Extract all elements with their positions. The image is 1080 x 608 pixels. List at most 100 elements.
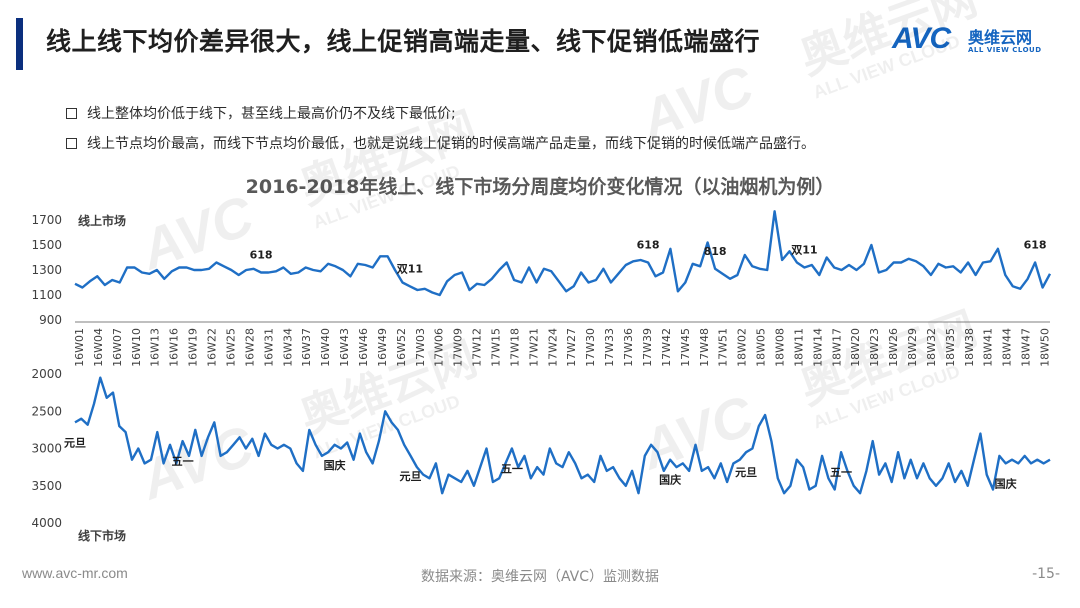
chart-title: 2016-2018年线上、线下市场分周度均价变化情况（以油烟机为例）: [245, 176, 835, 198]
x-tick-label: 17W30: [584, 328, 597, 367]
x-tick-label: 17W39: [641, 328, 654, 367]
x-tick-label: 18W08: [773, 328, 786, 367]
x-tick-label: 18W11: [792, 328, 805, 367]
x-tick-label: 17W51: [717, 328, 730, 367]
x-tick-label: 16W37: [300, 328, 313, 367]
avc-logo: AVC 奥维云网 ALL VIEW CLOUD: [892, 18, 1062, 64]
annotation-label: 618: [1024, 239, 1047, 252]
y-tick-label: 900: [39, 313, 62, 327]
x-tick-label: 17W42: [660, 328, 673, 367]
title-accent-bar: [16, 18, 23, 70]
annotation-label: 818: [704, 245, 727, 258]
x-tick-label: 17W21: [527, 328, 540, 367]
logo-cn-text: 奥维云网: [968, 28, 1033, 47]
annotation-label: 元旦: [64, 436, 86, 449]
y-tick-label: 3000: [31, 442, 62, 456]
annotation-label: 国庆: [659, 473, 681, 487]
x-tick-label: 16W07: [111, 328, 124, 367]
bullet-text: 线上节点均价最高，而线下节点均价最低，也就是说线上促销的时候高端产品走量，而线下…: [87, 136, 815, 152]
x-tick-label: 16W01: [73, 328, 86, 367]
logo-en-text: ALL VIEW CLOUD: [968, 46, 1042, 54]
footer-website: www.avc-mr.com: [22, 565, 128, 581]
x-tick-label: 18W14: [811, 328, 824, 367]
y-tick-label: 1100: [31, 288, 62, 302]
x-tick-label: 16W46: [357, 328, 370, 367]
y-tick-label: 4000: [31, 516, 62, 530]
x-tick-label: 16W16: [168, 328, 181, 367]
x-tick-label: 17W33: [603, 328, 616, 367]
annotation-label: 五一: [830, 466, 852, 479]
x-tick-label: 18W05: [755, 328, 768, 367]
x-tick-label: 16W34: [281, 328, 294, 367]
watermark-mark: AVC: [131, 183, 263, 282]
slide-title: 线上线下均价差异很大，线上促销高端走量、线下促销低端盛行: [46, 27, 761, 56]
x-tick-label: 18W20: [849, 328, 862, 367]
x-tick-label: 18W29: [906, 328, 919, 367]
x-tick-label: 16W25: [224, 328, 237, 367]
x-tick-label: 17W09: [452, 328, 465, 367]
x-tick-label: 18W44: [1001, 328, 1014, 367]
series-line: [74, 210, 1052, 297]
logo-mark: AVC: [892, 22, 951, 55]
x-tick-label: 18W35: [944, 328, 957, 367]
x-tick-label: 16W28: [243, 328, 256, 367]
annotation-label: 618: [250, 249, 273, 262]
x-tick-label: 18W17: [830, 328, 843, 367]
x-tick-label: 17W45: [679, 328, 692, 367]
x-tick-label: 17W03: [414, 328, 427, 367]
x-tick-label: 17W48: [698, 328, 711, 367]
footer-source: 数据来源：奥维云网（AVC）监测数据: [420, 569, 660, 585]
x-tick-label: 18W26: [887, 328, 900, 367]
series-name: 线上市场: [78, 213, 126, 228]
x-tick-label: 16W19: [187, 328, 200, 367]
page-number: -15-: [1032, 566, 1060, 582]
checkbox-icon: [66, 137, 77, 149]
x-axis: 16W01 16W04 16W07 16W10 16W13 16W16 16W19 16W22…: [73, 321, 1052, 367]
x-tick-label: 16W13: [149, 328, 162, 367]
x-tick-label: 16W40: [319, 328, 332, 367]
x-tick-label: 16W43: [338, 328, 351, 367]
x-tick-label: 16W49: [376, 328, 389, 367]
x-tick-label: 18W41: [982, 328, 995, 367]
y-tick-label: 2500: [31, 404, 62, 418]
x-tick-label: 16W22: [206, 328, 219, 367]
y-tick-label: 1700: [31, 213, 62, 227]
x-tick-label: 16W31: [262, 328, 275, 367]
annotation-label: 双11: [791, 244, 817, 257]
y-tick-label: 1300: [31, 263, 62, 277]
bullet-list: 线上整体均价低于线下，甚至线上最高价仍不及线下最低价; 线上节点均价最高，而线下…: [66, 98, 815, 158]
x-tick-label: 17W24: [546, 328, 559, 367]
x-tick-label: 16W52: [395, 328, 408, 367]
annotation-label: 国庆: [324, 458, 346, 472]
annotation-label: 元旦: [400, 470, 422, 483]
watermark-mark: AVC: [131, 413, 263, 512]
checkbox-icon: [66, 107, 77, 119]
annotation-label: 元旦: [735, 466, 757, 479]
x-tick-label: 18W23: [868, 328, 881, 367]
x-tick-label: 17W15: [490, 328, 503, 367]
x-tick-label: 16W04: [92, 328, 105, 367]
bullet-text: 线上整体均价低于线下，甚至线上最高价仍不及线下最低价;: [87, 106, 456, 122]
x-tick-label: 16W10: [130, 328, 143, 367]
online-chart: 900 1100 1300 1500 1700 线上市场 618 双11 618 818 双11 61…: [31, 210, 1052, 327]
annotation-label: 五一: [501, 463, 523, 476]
x-tick-label: 18W47: [1020, 328, 1033, 367]
series-name: 线下市场: [78, 528, 126, 543]
x-tick-label: 17W18: [508, 328, 521, 367]
x-tick-label: 18W02: [736, 328, 749, 367]
annotation-label: 618: [637, 239, 660, 252]
bullet-item: 线上整体均价低于线下，甚至线上最高价仍不及线下最低价;: [66, 98, 815, 128]
y-tick-label: 3500: [31, 479, 62, 493]
watermark-mark: AVC: [631, 53, 763, 152]
annotation-label: 五一: [172, 455, 194, 468]
y-tick-label: 1500: [31, 238, 62, 252]
y-tick-label: 2000: [31, 367, 62, 381]
x-tick-label: 18W50: [1039, 328, 1052, 367]
x-tick-label: 18W38: [963, 328, 976, 367]
series-line: [74, 376, 1051, 495]
bullet-item: 线上节点均价最高，而线下节点均价最低，也就是说线上促销的时候高端产品走量，而线下…: [66, 128, 815, 158]
